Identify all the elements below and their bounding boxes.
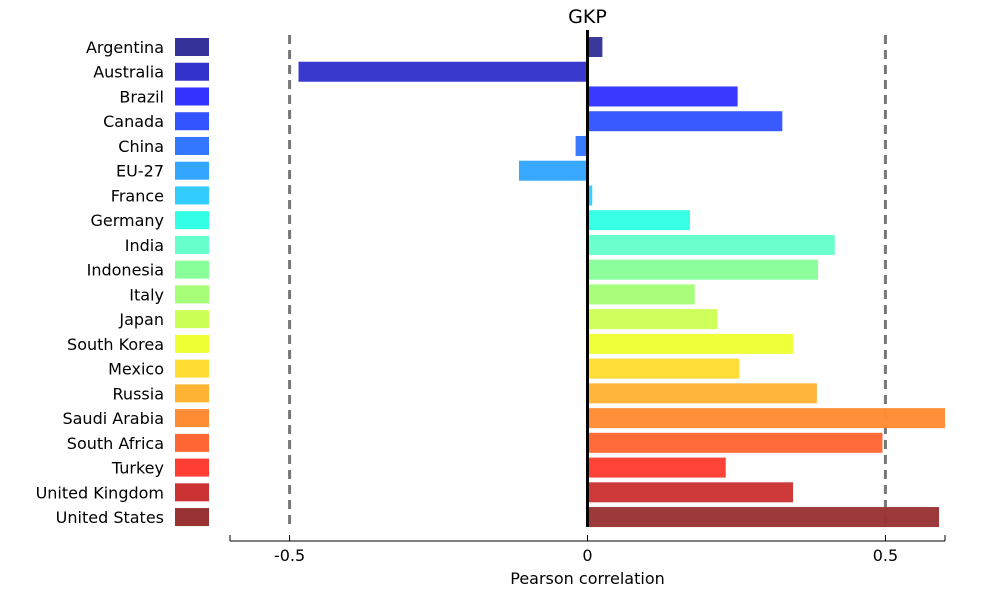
bar [587, 284, 695, 305]
category-swatch [175, 87, 209, 106]
category-label: India [125, 236, 164, 255]
bar [587, 507, 940, 528]
category-label: Turkey [111, 459, 164, 478]
category-swatch [175, 112, 209, 131]
category-swatch [175, 62, 209, 81]
category-label: Germany [90, 211, 164, 230]
category-label: Indonesia [87, 261, 164, 280]
x-tick-label: 0 [582, 546, 592, 565]
category-label: Argentina [86, 38, 164, 57]
category-swatch [175, 136, 209, 155]
category-label: United States [56, 508, 164, 527]
category-label: Australia [93, 63, 164, 82]
bar [587, 309, 718, 330]
category-label: Brazil [119, 87, 164, 106]
category-swatch [175, 433, 209, 452]
category-swatch [175, 260, 209, 279]
bar [587, 210, 690, 231]
category-swatch [175, 186, 209, 205]
bar [587, 408, 945, 429]
x-axis: -0.5 0 0.5 [229, 535, 946, 565]
reference-lines [288, 35, 887, 527]
category-swatch [175, 483, 209, 502]
category-label: United Kingdom [36, 483, 164, 502]
bar [518, 160, 588, 181]
category-label: South Africa [67, 434, 164, 453]
category-label: South Korea [67, 335, 164, 354]
category-swatch [175, 359, 209, 378]
category-swatch [175, 38, 209, 56]
category-label: Canada [103, 112, 164, 131]
bar [575, 135, 588, 156]
category-label: Saudi Arabia [62, 409, 164, 428]
bar [587, 111, 783, 132]
bar [587, 358, 740, 379]
category-swatch [175, 161, 209, 180]
chart-title: GKP [568, 6, 607, 28]
bar [587, 432, 883, 453]
category-swatch [175, 409, 209, 428]
category-label: Italy [129, 285, 164, 304]
bar [298, 61, 588, 82]
bars [298, 37, 945, 528]
category-swatch [175, 508, 209, 527]
category-swatch [175, 235, 209, 254]
category-label: Japan [118, 310, 164, 329]
category-swatch [175, 211, 209, 230]
category-label: China [118, 137, 164, 156]
bar [587, 457, 726, 478]
category-labels: Argentina Australia Brazil Canada China EU-27… [36, 38, 164, 527]
category-swatch [175, 285, 209, 304]
category-label: Mexico [108, 360, 164, 379]
bar [587, 383, 817, 404]
category-swatch [175, 458, 209, 477]
bar [587, 259, 819, 280]
bar [587, 333, 794, 354]
category-swatch [175, 384, 209, 403]
bar [587, 234, 835, 255]
category-swatches [175, 38, 209, 527]
category-label: EU-27 [116, 162, 164, 181]
category-swatch [175, 310, 209, 329]
x-tick-label: -0.5 [274, 546, 305, 565]
category-label: Russia [113, 384, 164, 403]
bar [587, 185, 593, 206]
category-label: France [111, 186, 164, 205]
x-axis-title: Pearson correlation [510, 569, 665, 588]
x-tick-label: 0.5 [873, 546, 898, 565]
bar [587, 482, 794, 503]
bar [587, 86, 738, 107]
bar [587, 37, 603, 57]
category-swatch [175, 334, 209, 353]
